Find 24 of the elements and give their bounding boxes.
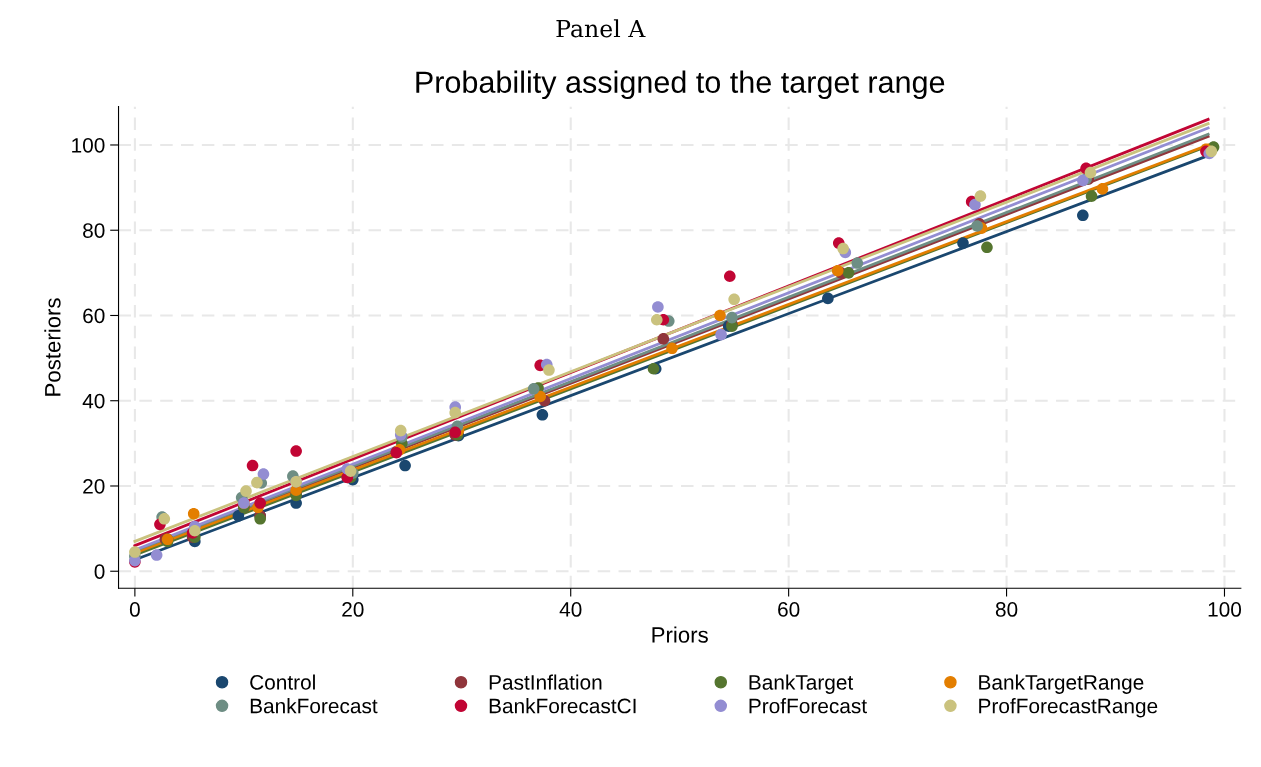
y-tick-label: 60 [83, 308, 105, 324]
legend-label: BankTargetRange [979, 674, 1144, 694]
legend-label: Control [250, 674, 315, 690]
x-tick-label: 0 [129, 602, 140, 617]
chart-title: Panel A [556, 19, 646, 38]
legend-label: PastInflation [489, 674, 602, 690]
legend-label: BankForecastCI [489, 698, 636, 714]
x-tick-label: 40 [559, 602, 582, 617]
chart-subtitle: Probability assigned to the target range [416, 70, 945, 100]
legend-label: BankTarget [749, 674, 854, 694]
legend-label: ProfForecastRange [979, 698, 1158, 718]
x-tick-label: 100 [1208, 602, 1242, 617]
y-tick-label: 40 [82, 393, 105, 409]
x-tick-label: 20 [342, 602, 364, 617]
y-tick-label: 100 [72, 137, 105, 153]
y-tick-label: 0 [94, 564, 105, 579]
x-tick-label: 80 [995, 602, 1018, 617]
y-tick-label: 20 [83, 478, 105, 494]
x-axis-title: Priors [652, 626, 708, 643]
y-tick-label: 80 [83, 223, 105, 238]
x-tick-label: 60 [778, 602, 800, 617]
y-axis-title: Posteriors [44, 298, 61, 396]
legend-label: ProfForecast [749, 698, 867, 714]
legend-label: BankForecast [250, 698, 378, 714]
